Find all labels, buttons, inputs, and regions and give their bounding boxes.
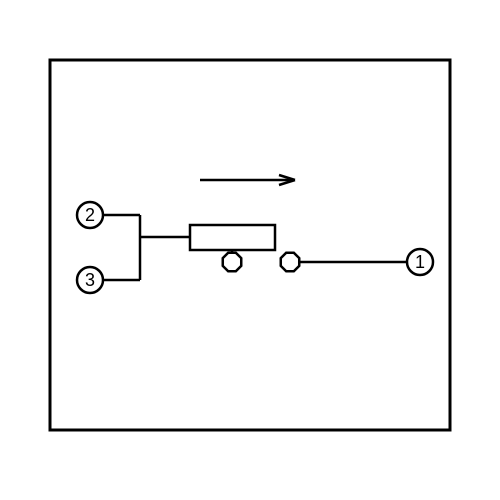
terminal-label-text-2: 2 [85, 205, 95, 225]
terminal-label-text-3: 3 [85, 270, 95, 290]
contact-node-1 [223, 253, 241, 271]
diagram-border [50, 60, 450, 430]
terminal-label-text-1: 1 [415, 252, 425, 272]
component-body [190, 225, 275, 250]
contact-node-2 [281, 253, 299, 271]
schematic-diagram: 1 2 3 [0, 0, 500, 500]
